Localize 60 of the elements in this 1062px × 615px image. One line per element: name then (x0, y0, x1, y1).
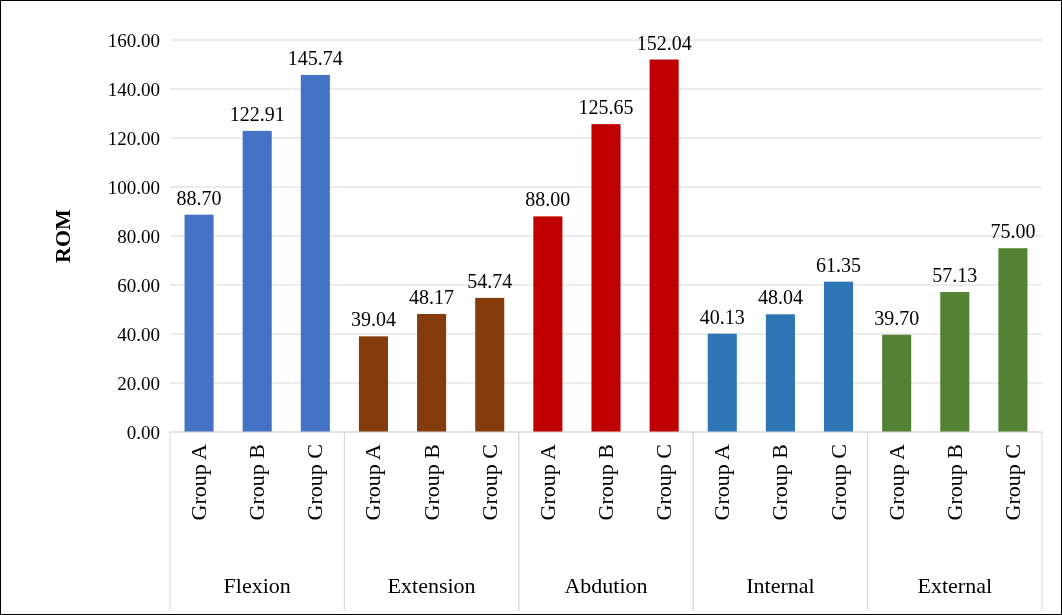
data-label: 39.70 (874, 306, 920, 329)
x-tick-label: Group B (941, 444, 967, 521)
y-tick-label: 20.00 (117, 372, 160, 394)
bar (417, 313, 447, 432)
x-tick-label: Group C (825, 444, 851, 521)
x-tick-label: Group B (593, 444, 618, 521)
x-tick-label: Group C (999, 444, 1025, 521)
data-label: 48.04 (757, 286, 803, 309)
y-tick-label: 40.00 (117, 323, 160, 345)
data-label: 75.00 (990, 220, 1036, 243)
x-tick-label: Group A (883, 443, 909, 521)
bar (765, 314, 795, 432)
data-label: 88.00 (525, 188, 571, 211)
x-tick-label: Group C (651, 444, 677, 521)
bar (533, 216, 563, 432)
x-tick-label: Group A (534, 443, 560, 521)
bar (649, 59, 679, 432)
x-tick-label: Group B (767, 444, 793, 521)
data-label: 57.13 (932, 264, 978, 287)
y-tick-label: 160.00 (107, 29, 160, 51)
x-tick-label: Group A (709, 443, 735, 521)
data-label: 125.65 (578, 96, 634, 119)
y-tick-label: 120.00 (107, 127, 160, 149)
y-tick-label: 80.00 (117, 225, 160, 247)
x-tick-label: Group A (186, 443, 212, 521)
bar (882, 334, 912, 432)
x-tick-label: Group B (244, 444, 270, 521)
data-label: 48.17 (409, 285, 455, 308)
data-label: 54.74 (467, 269, 513, 292)
bar (358, 336, 388, 432)
y-tick-label: 0.00 (126, 421, 160, 443)
x-tick-label: Group C (302, 444, 328, 521)
bar (300, 74, 330, 432)
data-label: 88.70 (176, 186, 222, 209)
y-tick-label: 140.00 (107, 78, 160, 100)
x-tick-label: Group B (418, 444, 444, 521)
text: External (917, 573, 993, 598)
x-tick-label: Group C (476, 444, 502, 521)
y-axis-title: ROM (50, 208, 75, 263)
text: Extension (387, 573, 476, 598)
bar (475, 297, 505, 432)
text: Internal (746, 573, 815, 598)
data-label: 145.74 (287, 46, 343, 69)
bar (591, 124, 621, 432)
data-label: 122.91 (229, 102, 285, 125)
data-label: 39.04 (350, 308, 396, 331)
text: Abdution (564, 573, 648, 598)
y-tick-label: 60.00 (117, 274, 160, 296)
bar (998, 248, 1028, 432)
data-label: 40.13 (699, 305, 745, 328)
bar (824, 281, 854, 432)
y-tick-label: 100.00 (107, 176, 160, 198)
x-tick-label: Group A (360, 443, 386, 521)
data-label: 152.04 (636, 31, 692, 54)
bar (184, 214, 214, 432)
data-label: 61.35 (816, 253, 862, 276)
bar (707, 333, 737, 432)
text: Flexion (223, 573, 291, 598)
bar (940, 292, 970, 432)
bar (242, 130, 272, 432)
